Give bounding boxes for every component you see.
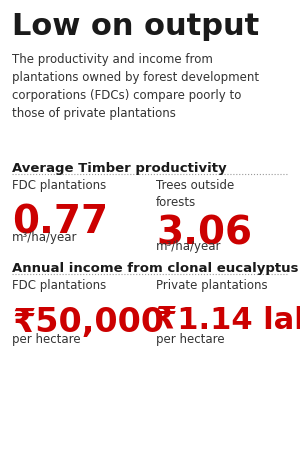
Text: Average Timber productivity: Average Timber productivity <box>12 162 226 175</box>
Text: per hectare: per hectare <box>156 333 225 346</box>
Text: The productivity and income from
plantations owned by forest development
corpora: The productivity and income from plantat… <box>12 53 259 120</box>
Text: Low on output: Low on output <box>12 12 259 41</box>
Text: FDC plantations: FDC plantations <box>12 179 106 192</box>
Text: FDC plantations: FDC plantations <box>12 279 106 292</box>
Text: Trees outside
forests: Trees outside forests <box>156 179 234 209</box>
Text: ₹50,000: ₹50,000 <box>12 306 164 339</box>
Text: 3.06: 3.06 <box>156 214 252 252</box>
Text: 0.77: 0.77 <box>12 204 108 242</box>
Text: Private plantations: Private plantations <box>156 279 268 292</box>
Text: Annual income from clonal eucalyptus: Annual income from clonal eucalyptus <box>12 262 298 274</box>
Text: ₹1.14 lakh: ₹1.14 lakh <box>156 306 300 335</box>
Text: m³/ha/year: m³/ha/year <box>156 240 221 253</box>
Text: per hectare: per hectare <box>12 333 81 346</box>
Text: m³/ha/year: m³/ha/year <box>12 231 77 244</box>
